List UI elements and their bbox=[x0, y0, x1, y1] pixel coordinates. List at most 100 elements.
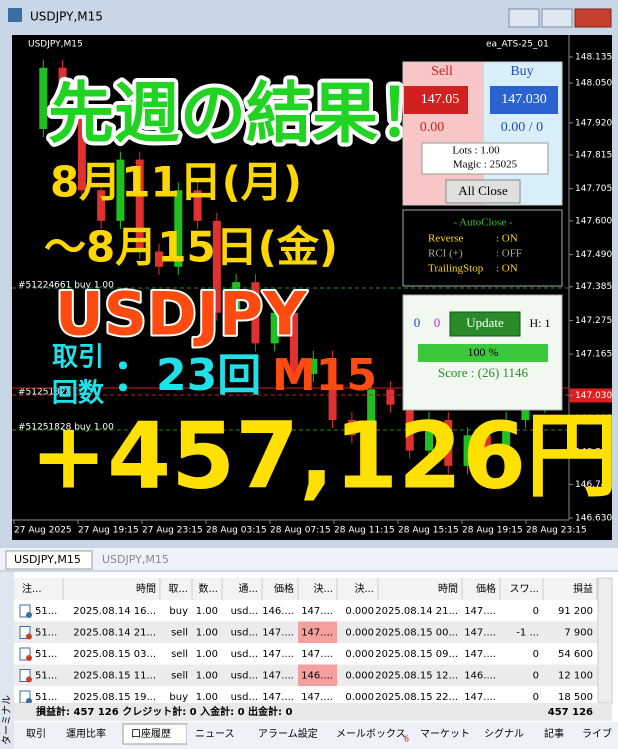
bottom-tab-label: メールボックス bbox=[336, 728, 406, 740]
price-label: 148.050 bbox=[575, 79, 612, 89]
price-label: 147.815 bbox=[575, 151, 612, 161]
candle bbox=[386, 389, 395, 405]
cell: 0.000 bbox=[345, 606, 374, 617]
candle bbox=[155, 251, 163, 267]
cell: 0 bbox=[533, 649, 539, 660]
row-icon bbox=[19, 647, 31, 661]
bottom-tab[interactable] bbox=[536, 724, 574, 744]
cell: usd... bbox=[231, 692, 258, 703]
candle bbox=[58, 67, 67, 114]
highlight-cell bbox=[298, 664, 337, 686]
autoclose-option: Reverse bbox=[428, 233, 464, 245]
bottom-tab-label: シグナル bbox=[484, 727, 524, 740]
candle bbox=[174, 190, 183, 267]
cell: 51... bbox=[35, 692, 57, 703]
cell: 0 bbox=[533, 606, 539, 617]
autoclose-value: : ON bbox=[496, 233, 518, 245]
cell: 51... bbox=[35, 606, 57, 617]
candle bbox=[193, 190, 202, 221]
lots-box bbox=[421, 142, 549, 175]
cell: 147.... bbox=[301, 649, 333, 660]
price-label: 147.165 bbox=[575, 350, 612, 360]
candle bbox=[135, 159, 144, 252]
update-button[interactable] bbox=[449, 311, 521, 337]
candle bbox=[425, 419, 433, 451]
row-icon bbox=[19, 604, 31, 618]
cell: 146.... bbox=[262, 606, 294, 617]
sell-price-box[interactable] bbox=[404, 86, 468, 114]
candle bbox=[444, 419, 453, 466]
magic: Magic : 25025 bbox=[453, 159, 518, 171]
cell: 2025.08.15 11... bbox=[73, 671, 156, 682]
bottom-tab-label: アラーム設定 bbox=[258, 727, 318, 740]
bottom-tab-label: マーケット bbox=[420, 728, 470, 740]
cell: buy bbox=[169, 692, 188, 703]
row-icon bbox=[19, 626, 31, 639]
bottom-tab[interactable] bbox=[574, 724, 614, 744]
price-label: 146.845 bbox=[575, 448, 612, 458]
cell: 147.... bbox=[262, 649, 294, 660]
cell: 2025.08.14 16... bbox=[73, 606, 156, 617]
bottom-tab-label: 運用比率 bbox=[66, 727, 106, 740]
minimize-button[interactable] bbox=[508, 8, 540, 28]
cell: 147.... bbox=[262, 671, 294, 682]
row-bg[interactable] bbox=[14, 600, 598, 622]
maximize-button[interactable] bbox=[541, 8, 573, 28]
candle bbox=[290, 312, 298, 375]
price-label: 147.490 bbox=[575, 250, 612, 260]
bottom-tab[interactable] bbox=[328, 724, 412, 744]
close-all-button[interactable] bbox=[445, 179, 521, 204]
pair: USDJPY bbox=[55, 280, 308, 350]
cell: sell bbox=[171, 628, 188, 639]
buy-price-box[interactable] bbox=[490, 86, 558, 114]
bottom-tab[interactable] bbox=[250, 724, 328, 744]
time-label: 27 Aug 23:15 bbox=[142, 526, 203, 536]
h-value: H: 1 bbox=[530, 316, 551, 330]
bottom-tab[interactable] bbox=[412, 724, 476, 744]
chart-symbol: USDJPY,M15 bbox=[28, 40, 83, 50]
chart-tab[interactable] bbox=[5, 550, 93, 570]
row-icon-dot bbox=[26, 633, 32, 640]
close-button[interactable] bbox=[574, 8, 612, 28]
column-header: スワ... bbox=[509, 584, 539, 595]
sell-pl: 0.00 bbox=[420, 120, 445, 135]
cell: 2025.08.15 12... bbox=[375, 671, 458, 682]
cell: 147.... bbox=[464, 606, 496, 617]
price-label: 147.920 bbox=[575, 118, 612, 128]
cell: usd... bbox=[231, 649, 258, 660]
row-icon bbox=[19, 669, 31, 682]
autoclose-value: : ON bbox=[496, 263, 518, 275]
cell: 147.... bbox=[301, 692, 333, 703]
cell: 51... bbox=[35, 671, 57, 682]
cell: usd... bbox=[231, 671, 258, 682]
chart-tab[interactable] bbox=[94, 551, 180, 569]
cell: 146.... bbox=[464, 671, 496, 682]
bottom-tab-label: ニュース bbox=[195, 729, 235, 740]
time-label: 27 Aug 2025 bbox=[14, 526, 72, 536]
profit: +457,126円 bbox=[30, 402, 618, 509]
row-bg[interactable] bbox=[14, 643, 598, 665]
candle bbox=[77, 113, 86, 191]
chart-tab-label: USDJPY,M15 bbox=[14, 553, 81, 566]
cell: 147.... bbox=[262, 692, 294, 703]
row-icon-dot bbox=[26, 676, 32, 683]
progress-bar bbox=[418, 344, 548, 362]
cell: 0.000 bbox=[345, 671, 374, 682]
bottom-tab[interactable] bbox=[187, 724, 250, 744]
bottom-tab[interactable] bbox=[58, 724, 123, 744]
summary-total: 457 126 bbox=[548, 707, 593, 718]
headline: 先週の結果！ bbox=[48, 75, 444, 152]
autoclose-option: TrailingStop bbox=[428, 263, 484, 275]
row-bg[interactable] bbox=[14, 686, 598, 708]
bottom-tab[interactable] bbox=[18, 724, 58, 744]
cell: sell bbox=[171, 649, 188, 660]
time-label: 27 Aug 19:15 bbox=[78, 526, 139, 536]
column-header: 通... bbox=[238, 583, 258, 595]
bottom-tab[interactable] bbox=[476, 724, 536, 744]
candle bbox=[97, 190, 106, 221]
terminal-label: ターミナル bbox=[1, 695, 13, 745]
price-label: 148.135 bbox=[575, 53, 612, 63]
cell: buy bbox=[169, 606, 188, 617]
